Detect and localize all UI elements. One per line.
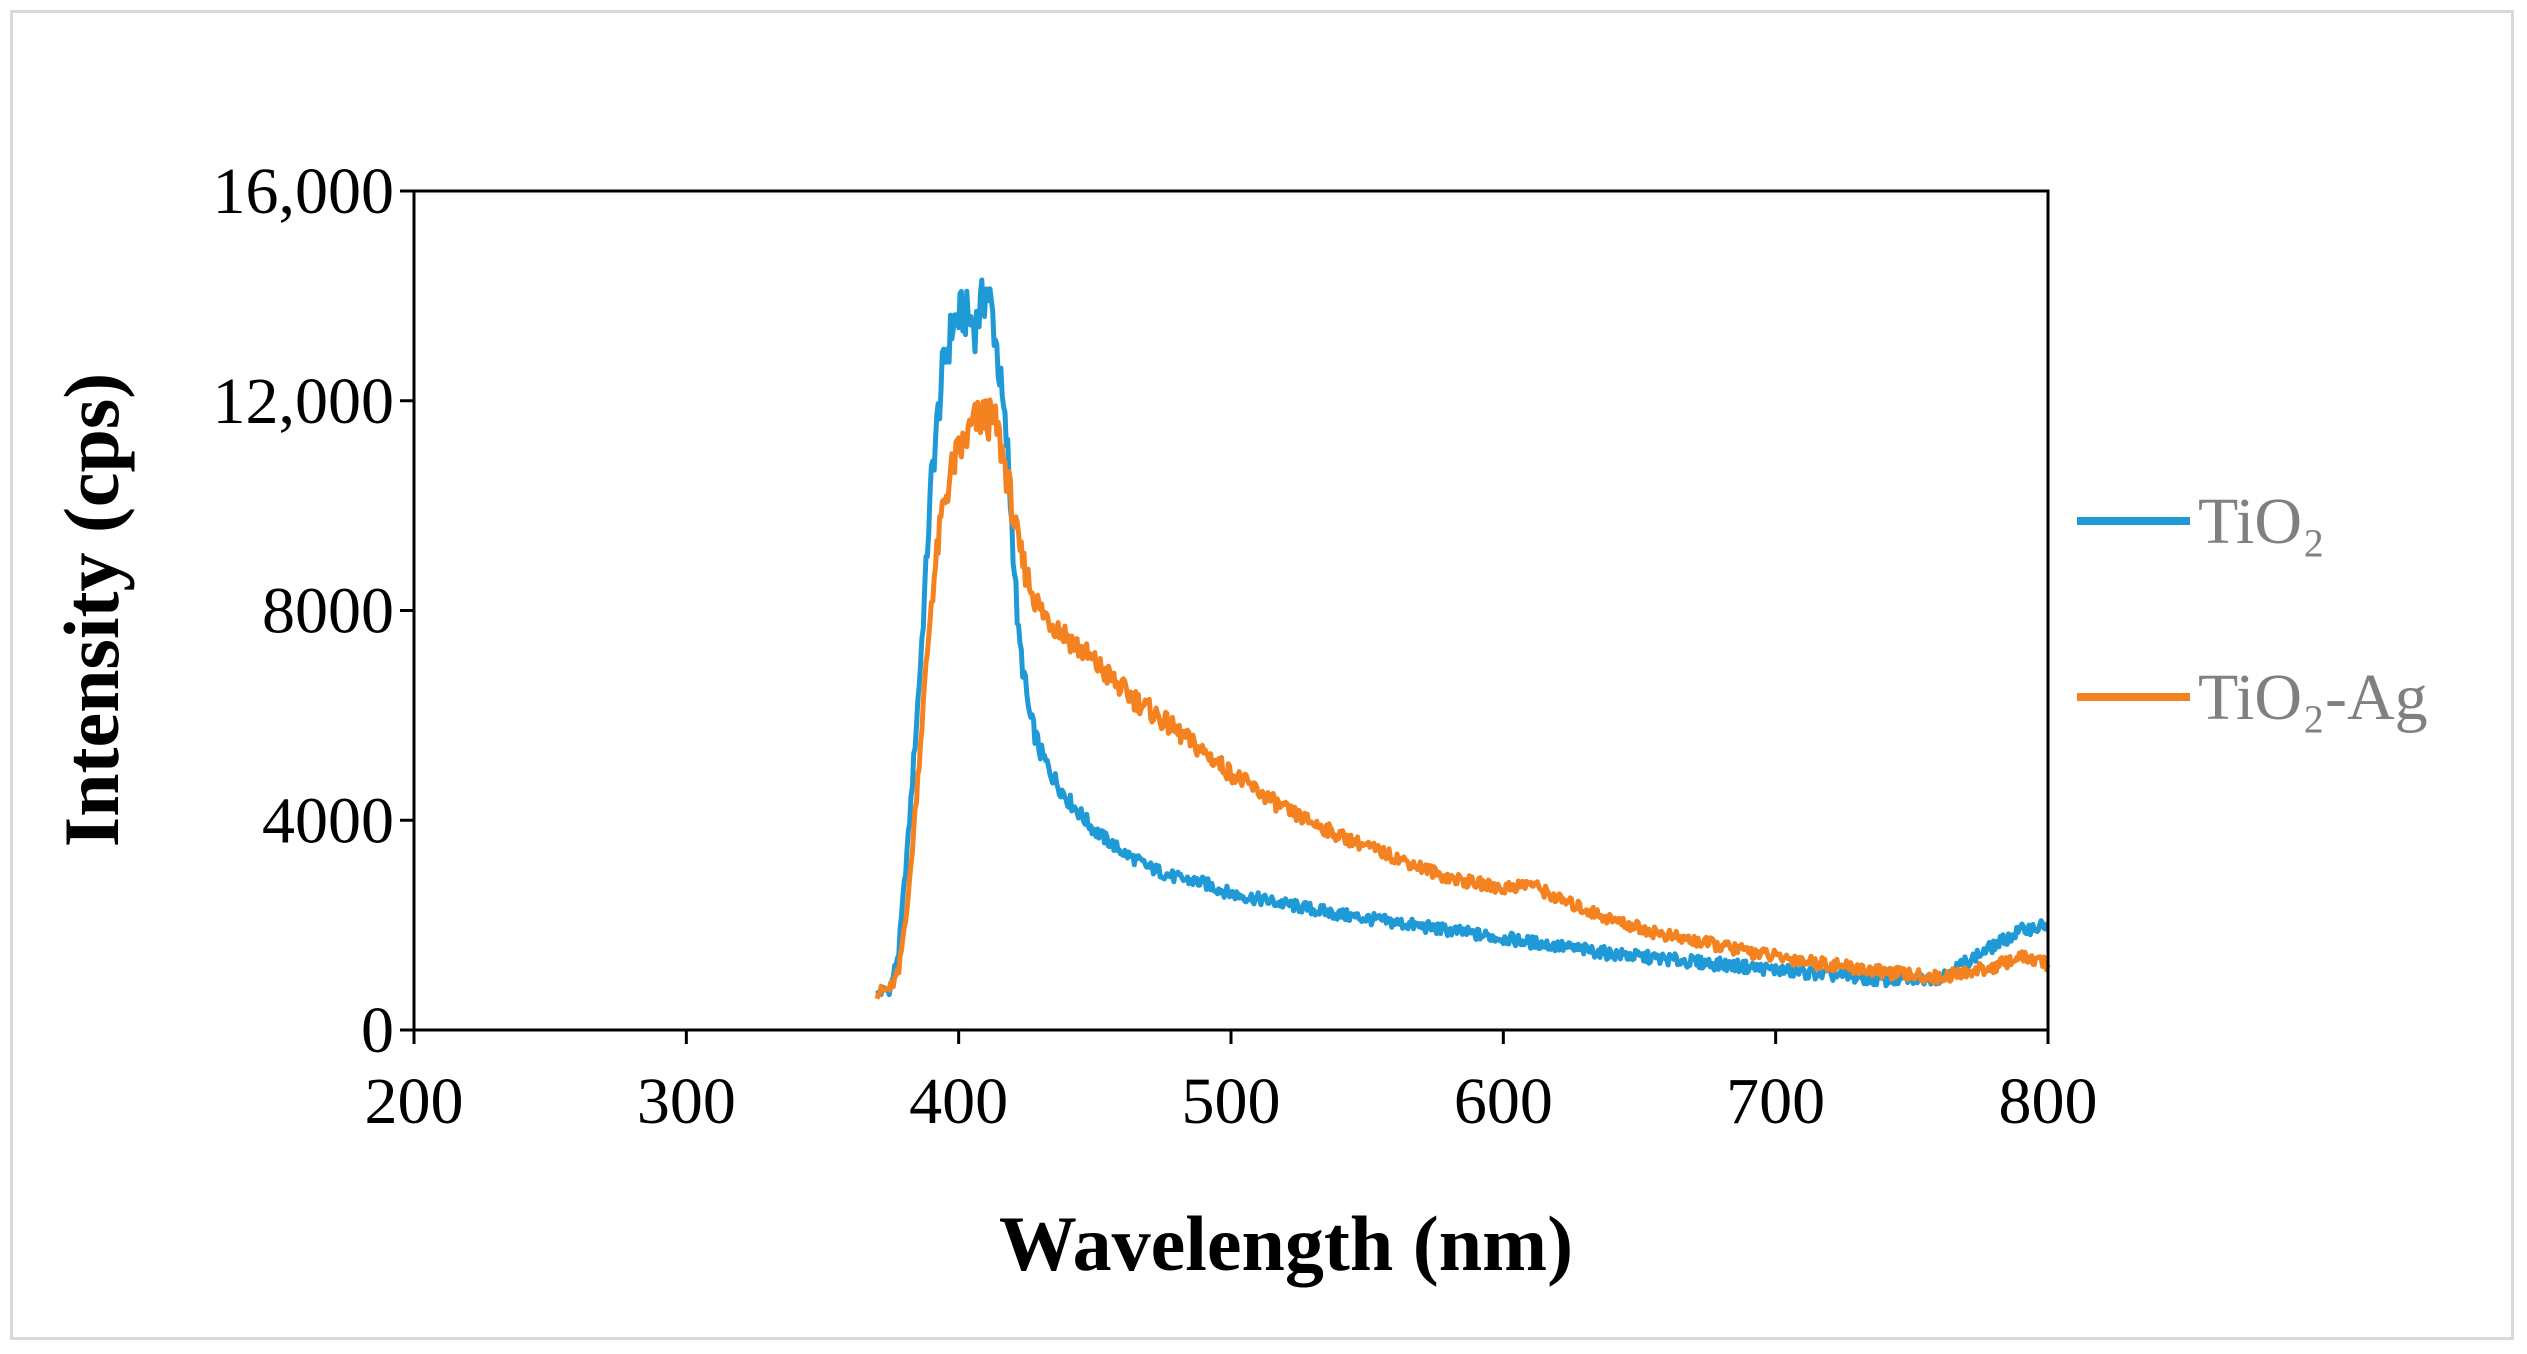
legend-label-tio2: TiO₂ — [2198, 485, 2325, 558]
plot-border — [412, 189, 2050, 1032]
x-tick-label: 200 — [365, 1065, 464, 1138]
y-tick-label: 16,000 — [213, 155, 395, 228]
legend[interactable]: TiO₂ TiO₂-Ag — [2077, 485, 2428, 734]
axes-group — [412, 189, 2050, 1032]
legend-item-tio2[interactable]: TiO₂ — [2077, 485, 2325, 558]
y-tick-label: 0 — [361, 994, 394, 1067]
y-tick-label: 12,000 — [213, 365, 395, 438]
x-tick-label: 700 — [1726, 1065, 1825, 1138]
ticks-group: 200 300 400 500 600 700 80004000800012,00016,0… — [213, 155, 2098, 1138]
x-tick-label: 500 — [1182, 1065, 1281, 1138]
legend-label-tio2-ag: TiO₂-Ag — [2198, 661, 2428, 734]
y-axis-title: Intensity (cps) — [48, 373, 135, 848]
chart-frame — [10, 10, 2514, 1340]
legend-item-tio2-ag[interactable]: TiO₂-Ag — [2077, 661, 2428, 734]
x-tick-label: 800 — [1999, 1065, 2098, 1138]
x-tick-label: 600 — [1454, 1065, 1553, 1138]
y-tick-label: 4000 — [262, 784, 394, 857]
x-tick-label: 300 — [637, 1065, 736, 1138]
x-axis-title: Wavelength (nm) — [999, 1200, 1573, 1287]
series-line-tio2-ag — [874, 397, 2051, 1000]
x-tick-label: 400 — [909, 1065, 1008, 1138]
y-tick-label: 8000 — [262, 575, 394, 648]
series-group — [874, 277, 2051, 1000]
